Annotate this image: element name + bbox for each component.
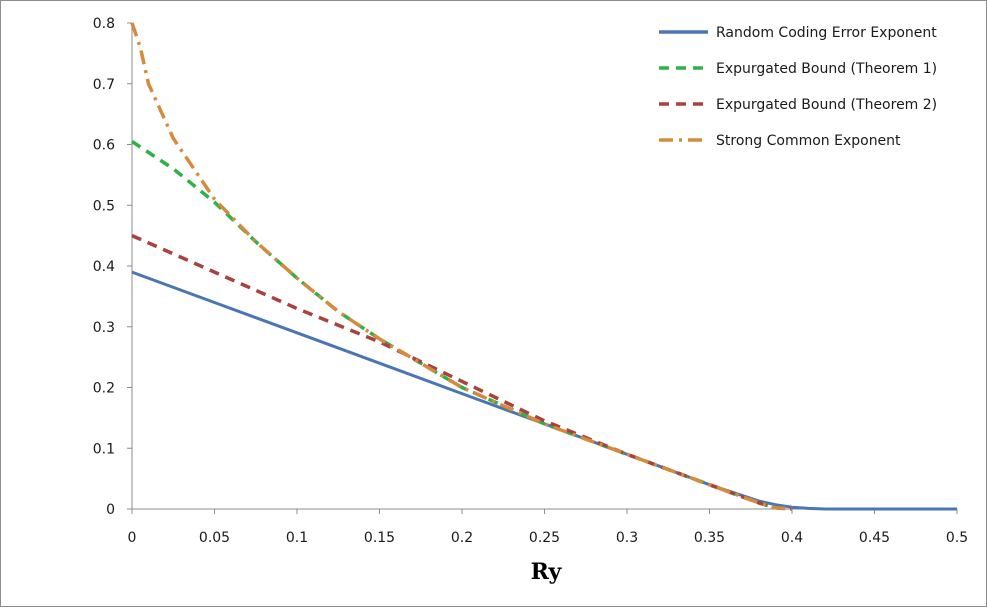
x-tick-label: 0.3 bbox=[616, 530, 638, 546]
y-tick-label: 0.2 bbox=[93, 381, 115, 397]
axes bbox=[131, 23, 957, 510]
series-layer bbox=[130, 22, 957, 511]
legend-label-3: Expurgated Bound (Theorem 2) bbox=[716, 97, 937, 113]
legend-label-4: Strong Common Exponent bbox=[716, 133, 901, 149]
series-line-1 bbox=[131, 270, 957, 511]
series-line-2 bbox=[131, 140, 793, 511]
x-tick-label: 0.15 bbox=[364, 530, 395, 546]
x-tick-label: 0.4 bbox=[781, 530, 803, 546]
y-tick-label: 0 bbox=[106, 502, 115, 518]
series-line-3 bbox=[131, 233, 793, 511]
y-tick-label: 0.1 bbox=[93, 441, 115, 457]
y-tick-label: 0.4 bbox=[93, 259, 115, 275]
x-tick-label: 0.1 bbox=[286, 530, 308, 546]
y-tick-label: 0.8 bbox=[93, 16, 115, 32]
x-tick-label: 0.05 bbox=[199, 530, 230, 546]
series-line-4 bbox=[130, 22, 793, 511]
ticks: 0 0.05 0.1 0.15 0.2 0.25 0.3 0.35 0.4 0.45 0.5 0 0.1… bbox=[93, 16, 968, 546]
x-tick-label: 0.25 bbox=[529, 530, 560, 546]
x-tick-label: 0.5 bbox=[946, 530, 968, 546]
legend-label-2: Expurgated Bound (Theorem 1) bbox=[716, 61, 937, 77]
y-tick-label: 0.7 bbox=[93, 77, 115, 93]
x-tick-label: 0.2 bbox=[451, 530, 473, 546]
y-tick-label: 0.5 bbox=[93, 198, 115, 214]
x-axis-label: Ry bbox=[531, 559, 563, 585]
y-tick-label: 0.3 bbox=[93, 320, 115, 336]
x-tick-label: 0 bbox=[128, 530, 137, 546]
x-tick-label: 0.45 bbox=[859, 530, 890, 546]
legend: Random Coding Error Exponent Expurgated B… bbox=[659, 25, 937, 149]
x-tick-label: 0.35 bbox=[694, 530, 725, 546]
y-tick-label: 0.6 bbox=[93, 138, 115, 154]
legend-label-1: Random Coding Error Exponent bbox=[716, 25, 937, 41]
